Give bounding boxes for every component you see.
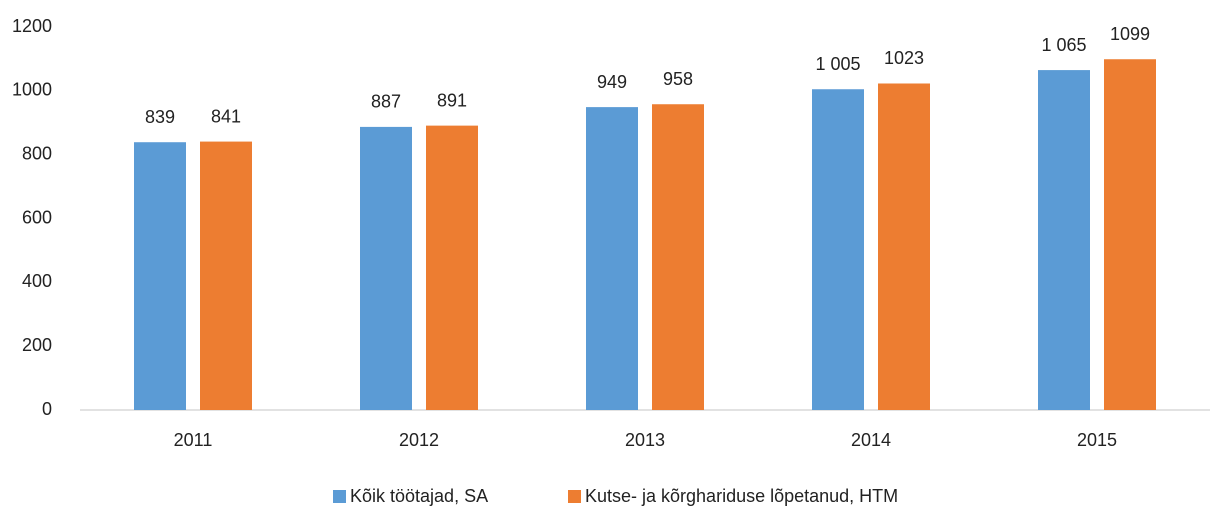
y-tick-label: 200 — [22, 335, 52, 355]
y-tick-label: 0 — [42, 399, 52, 419]
x-tick-label: 2014 — [851, 430, 891, 450]
x-tick-label: 2011 — [174, 430, 213, 450]
data-label: 1 005 — [815, 54, 860, 74]
legend-swatch — [568, 490, 581, 503]
legend-label: Kutse- ja kõrghariduse lõpetanud, HTM — [585, 486, 898, 506]
bar — [134, 142, 186, 410]
data-label: 839 — [145, 107, 175, 127]
y-tick-label: 1000 — [12, 80, 52, 100]
y-tick-label: 600 — [22, 207, 52, 227]
bar — [1038, 70, 1090, 411]
data-label: 887 — [371, 92, 401, 112]
data-label: 891 — [437, 90, 467, 110]
bar — [586, 107, 638, 410]
bar — [200, 141, 252, 411]
bar — [360, 126, 412, 410]
y-tick-label: 1200 — [12, 16, 52, 36]
bar — [652, 104, 704, 410]
bar — [426, 125, 478, 410]
data-label: 1099 — [1110, 24, 1150, 44]
y-tick-label: 400 — [22, 271, 52, 291]
x-tick-label: 2012 — [399, 430, 439, 450]
legend-label: Kõik töötajad, SA — [350, 486, 488, 506]
data-label: 1023 — [884, 48, 924, 68]
data-label: 949 — [597, 72, 627, 92]
y-tick-label: 800 — [22, 143, 52, 163]
data-label: 1 065 — [1041, 35, 1086, 55]
legend-swatch — [333, 490, 346, 503]
bar — [1104, 59, 1156, 410]
bar — [812, 89, 864, 411]
x-tick-label: 2013 — [625, 430, 665, 450]
bar — [878, 83, 930, 411]
data-label: 841 — [211, 106, 241, 126]
data-label: 958 — [663, 69, 693, 89]
x-tick-label: 2015 — [1077, 430, 1117, 450]
